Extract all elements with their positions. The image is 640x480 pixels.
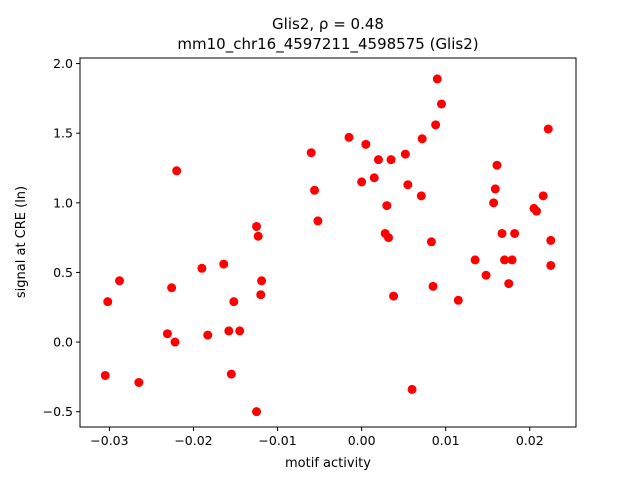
data-point-15 xyxy=(252,221,262,231)
data-point-14 xyxy=(235,326,245,336)
data-point-29 xyxy=(382,201,392,211)
data-point-9 xyxy=(203,330,213,340)
data-point-13 xyxy=(229,297,239,307)
y-tick-label: 1.5 xyxy=(53,126,73,141)
data-point-52 xyxy=(507,255,517,265)
data-point-44 xyxy=(470,255,480,265)
y-tick-label: 1.0 xyxy=(53,195,73,210)
data-point-1 xyxy=(103,297,113,307)
y-tick-label: −0.5 xyxy=(43,404,73,419)
data-points xyxy=(100,74,556,417)
data-point-27 xyxy=(373,155,383,165)
y-axis-ticks: −0.5 0.0 0.5 1.0 1.5 2.0 xyxy=(43,56,80,419)
data-point-2 xyxy=(115,276,125,286)
x-tick-label: −0.02 xyxy=(174,433,212,448)
chart-title-line2: mm10_chr16_4597211_4598575 (Glis2) xyxy=(177,35,478,54)
data-point-56 xyxy=(538,191,548,201)
data-point-7 xyxy=(172,166,182,176)
x-axis-ticks: −0.03 −0.02 −0.01 0.00 0.01 0.02 xyxy=(90,427,544,448)
data-point-48 xyxy=(492,160,502,170)
x-tick-label: 0.02 xyxy=(516,433,544,448)
data-point-20 xyxy=(306,148,316,158)
data-point-6 xyxy=(170,337,180,347)
data-point-51 xyxy=(504,279,514,289)
data-point-49 xyxy=(497,228,507,238)
data-point-36 xyxy=(417,134,427,144)
data-point-57 xyxy=(543,124,553,134)
data-point-5 xyxy=(167,283,177,293)
data-point-0 xyxy=(100,370,110,380)
data-point-12 xyxy=(226,369,236,379)
x-axis-label: motif activity xyxy=(285,456,371,471)
x-tick-label: 0.00 xyxy=(348,433,376,448)
x-tick-label: 0.01 xyxy=(432,433,460,448)
data-point-59 xyxy=(546,260,556,270)
data-point-34 xyxy=(403,180,413,190)
y-axis-label: signal at CRE (ln) xyxy=(14,186,29,298)
chart-title-line1: Glis2, ρ = 0.48 xyxy=(272,15,384,33)
data-point-19 xyxy=(256,290,266,300)
data-point-32 xyxy=(389,291,399,301)
data-point-35 xyxy=(407,384,417,394)
data-point-23 xyxy=(344,132,354,142)
data-point-17 xyxy=(252,407,262,417)
data-point-47 xyxy=(490,184,500,194)
data-point-11 xyxy=(224,326,234,336)
data-point-39 xyxy=(428,281,438,291)
data-point-58 xyxy=(546,235,556,245)
data-point-8 xyxy=(197,263,207,273)
y-tick-label: 0.0 xyxy=(53,335,73,350)
data-point-3 xyxy=(134,377,144,387)
data-point-50 xyxy=(500,255,510,265)
data-point-33 xyxy=(400,149,410,159)
plot-frame xyxy=(79,57,577,428)
data-point-30 xyxy=(384,233,394,243)
data-point-4 xyxy=(162,329,172,339)
data-point-53 xyxy=(510,228,520,238)
data-point-45 xyxy=(481,270,491,280)
data-point-38 xyxy=(426,237,436,247)
data-point-10 xyxy=(219,259,229,269)
data-point-55 xyxy=(531,206,541,216)
data-point-26 xyxy=(369,173,379,183)
y-tick-label: 2.0 xyxy=(53,56,73,71)
data-point-25 xyxy=(361,139,371,149)
data-point-40 xyxy=(431,120,441,130)
data-point-18 xyxy=(257,276,267,286)
data-point-24 xyxy=(357,177,367,187)
data-point-22 xyxy=(313,216,323,226)
data-point-37 xyxy=(416,191,426,201)
y-tick-label: 0.5 xyxy=(53,265,73,280)
data-point-21 xyxy=(310,185,320,195)
data-point-31 xyxy=(386,155,396,165)
data-point-46 xyxy=(489,198,499,208)
data-point-41 xyxy=(432,74,442,84)
x-tick-label: −0.03 xyxy=(90,433,128,448)
x-tick-label: −0.01 xyxy=(258,433,296,448)
data-point-42 xyxy=(436,99,446,109)
data-point-16 xyxy=(253,231,263,241)
data-point-43 xyxy=(453,295,463,305)
